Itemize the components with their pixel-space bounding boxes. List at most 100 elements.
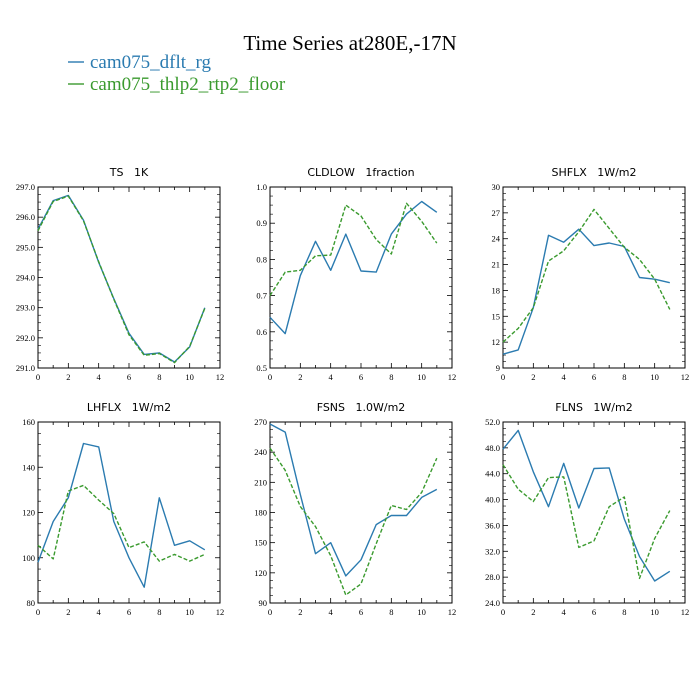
- y-tick-label: 160: [22, 417, 35, 427]
- y-tick-label: 44.0: [485, 469, 500, 479]
- x-tick-label: 10: [650, 607, 659, 617]
- x-tick-label: 8: [389, 372, 393, 382]
- series-line-0: [502, 228, 670, 355]
- x-tick-label: 12: [216, 607, 225, 617]
- panel-title: CLDLOW 1fraction: [307, 166, 414, 179]
- plot-frame: [502, 421, 686, 604]
- y-tick-label: 0.8: [256, 254, 267, 264]
- panel-title: TS 1K: [109, 166, 149, 179]
- x-tick-label: 10: [417, 607, 426, 617]
- x-tick-label: 6: [127, 607, 131, 617]
- y-tick-label: 295.0: [16, 242, 35, 252]
- y-tick-label: 120: [254, 568, 267, 578]
- y-tick-label: 0.5: [256, 363, 267, 373]
- y-tick-label: 180: [254, 508, 267, 518]
- x-tick-label: 0: [268, 372, 272, 382]
- y-tick-label: 292.0: [16, 333, 35, 343]
- y-tick-label: 30: [492, 182, 501, 192]
- series-line-0: [269, 200, 438, 335]
- y-tick-label: 40.0: [485, 495, 500, 505]
- y-tick-label: 9: [496, 363, 500, 373]
- x-tick-label: 8: [157, 607, 161, 617]
- x-tick-label: 0: [501, 607, 505, 617]
- x-tick-label: 0: [268, 607, 272, 617]
- x-tick-label: 0: [501, 372, 505, 382]
- panel-0: TS 1K 0 2 4 6 8 10 12 291.0 292.0 293.0 294.0 295.0 2…: [16, 166, 224, 382]
- plot-frame: [502, 186, 686, 369]
- series-line-1: [269, 202, 438, 296]
- panel-title: SHFLX 1W/m2: [551, 166, 636, 179]
- x-tick-label: 4: [97, 372, 102, 382]
- y-tick-label: 140: [22, 462, 35, 472]
- x-tick-label: 4: [97, 607, 102, 617]
- series-line-1: [37, 195, 206, 364]
- y-tick-label: 297.0: [16, 182, 35, 192]
- x-tick-label: 2: [66, 607, 70, 617]
- plot-frame: [269, 421, 453, 604]
- x-tick-label: 12: [216, 372, 225, 382]
- series-line-1: [269, 447, 438, 596]
- plot-frame: [269, 186, 453, 369]
- x-tick-label: 4: [329, 372, 334, 382]
- y-tick-label: 18: [492, 285, 501, 295]
- y-tick-label: 294.0: [16, 273, 35, 283]
- panels: TS 1K0 2 4 6 8 10 12291.0292.0293.0294.0295.02…: [16, 166, 689, 617]
- y-tick-label: 240: [254, 447, 267, 457]
- y-tick-label: 120: [22, 508, 35, 518]
- y-tick-label: 52.0: [485, 417, 500, 427]
- x-tick-label: 2: [531, 372, 535, 382]
- y-tick-label: 0.6: [256, 327, 267, 337]
- x-tick-label: 8: [622, 607, 626, 617]
- x-tick-label: 12: [448, 607, 457, 617]
- x-tick-label: 8: [622, 372, 626, 382]
- x-tick-label: 6: [127, 372, 131, 382]
- series-line-0: [269, 423, 438, 577]
- y-tick-label: 12: [492, 337, 501, 347]
- x-tick-label: 10: [185, 372, 194, 382]
- x-tick-label: 8: [157, 372, 161, 382]
- x-tick-label: 12: [448, 372, 457, 382]
- x-tick-label: 6: [592, 607, 596, 617]
- x-tick-label: 6: [359, 372, 363, 382]
- y-tick-label: 150: [254, 538, 267, 548]
- y-tick-label: 24.0: [485, 598, 500, 608]
- y-tick-label: 270: [254, 417, 267, 427]
- legend-label-1: cam075_thlp2_rtp2_floor: [90, 74, 286, 95]
- panel-5: FLNS 1W/m2 0 2 4 6 8 10 12 24.0 28.0 32.0 36.0 40.0 4…: [485, 401, 689, 617]
- x-tick-label: 0: [36, 372, 40, 382]
- y-tick-label: 80: [27, 598, 36, 608]
- x-tick-label: 2: [298, 372, 302, 382]
- plot-frame: [37, 421, 221, 604]
- series-line-0: [37, 442, 206, 588]
- panel-title: LHFLX 1W/m2: [87, 401, 171, 414]
- legend-label-0: cam075_dflt_rg: [90, 52, 212, 73]
- y-tick-label: 1.0: [256, 182, 267, 192]
- y-tick-label: 48.0: [485, 443, 500, 453]
- panel-1: CLDLOW 1fraction 0 2 4 6 8 10 12 0.5 0.6 0.7 0.8 0.9…: [256, 166, 456, 382]
- y-tick-label: 90: [259, 598, 268, 608]
- y-tick-label: 24: [492, 234, 501, 244]
- series-line-1: [502, 464, 671, 580]
- x-tick-label: 0: [36, 607, 40, 617]
- panel-4: FSNS 1.0W/m2 0 2 4 6 8 10 12 90 120 150 180 210 240 27…: [254, 401, 456, 617]
- x-tick-label: 4: [329, 607, 334, 617]
- x-tick-label: 10: [417, 372, 426, 382]
- panel-title: FSNS 1.0W/m2: [317, 401, 406, 414]
- y-tick-label: 0.9: [256, 218, 267, 228]
- x-tick-label: 4: [562, 607, 567, 617]
- y-tick-label: 0.7: [256, 291, 267, 301]
- series-line-1: [37, 484, 206, 562]
- panel-3: LHFLX 1W/m2 0 2 4 6 8 10 12 80 100 120 140 160: [22, 401, 224, 617]
- y-tick-label: 32.0: [485, 546, 500, 556]
- y-tick-label: 291.0: [16, 363, 35, 373]
- x-tick-label: 2: [531, 607, 535, 617]
- y-tick-label: 27: [492, 208, 501, 218]
- y-tick-label: 210: [254, 477, 267, 487]
- series-line-1: [502, 208, 671, 343]
- series-line-0: [37, 194, 206, 363]
- y-tick-label: 100: [22, 553, 35, 563]
- x-tick-label: 10: [185, 607, 194, 617]
